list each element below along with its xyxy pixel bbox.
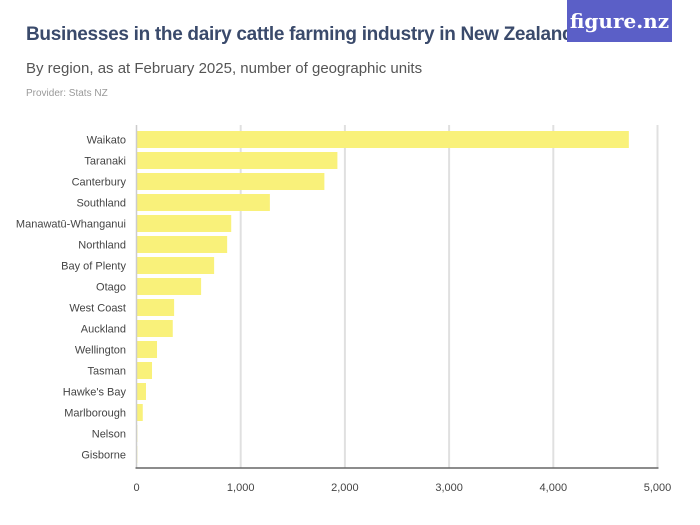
category-label: Canterbury [72, 177, 127, 189]
bar-manawat-whanganui [136, 215, 232, 232]
x-tick-label: 0 [133, 482, 139, 494]
x-tick-label: 1,000 [227, 482, 255, 494]
x-tick-label: 5,000 [644, 482, 672, 494]
category-label: Tasman [87, 366, 126, 378]
category-label: Hawke's Bay [63, 387, 127, 399]
bar-taranaki [136, 152, 338, 169]
category-label: Otago [96, 282, 126, 294]
category-label: Marlborough [64, 408, 126, 420]
bar-hawke-s-bay [136, 383, 146, 400]
x-tick-label: 4,000 [540, 482, 568, 494]
category-label: Northland [78, 240, 126, 252]
category-label: Auckland [81, 324, 126, 336]
category-label: Bay of Plenty [61, 261, 126, 273]
x-tick-label: 3,000 [435, 482, 463, 494]
bar-canterbury [136, 173, 325, 190]
category-label: Waikato [87, 135, 126, 147]
category-label: Wellington [75, 345, 126, 357]
category-label: Nelson [92, 429, 126, 441]
bar-wellington [136, 341, 158, 358]
figure-nz-logo[interactable]: figure.nz [567, 0, 672, 42]
bar-marlborough [136, 404, 143, 421]
provider-note: Provider: Stats NZ [26, 88, 108, 99]
category-label: Taranaki [84, 156, 126, 168]
bar-northland [136, 236, 228, 253]
bar-west-coast [136, 299, 175, 316]
bar-tasman [136, 362, 153, 379]
bar-otago [136, 278, 202, 295]
category-label: Manawatū-Whanganui [16, 219, 126, 231]
category-label: Southland [76, 198, 126, 210]
chart-subtitle: By region, as at February 2025, number o… [26, 60, 423, 77]
category-label: Gisborne [81, 450, 126, 462]
bar-bay-of-plenty [136, 257, 215, 274]
category-label: West Coast [69, 303, 126, 315]
bar-southland [136, 194, 270, 211]
bar-auckland [136, 320, 173, 337]
chart-title: Businesses in the dairy cattle farming i… [26, 24, 574, 45]
x-tick-label: 2,000 [331, 482, 359, 494]
bar-waikato [136, 131, 629, 148]
